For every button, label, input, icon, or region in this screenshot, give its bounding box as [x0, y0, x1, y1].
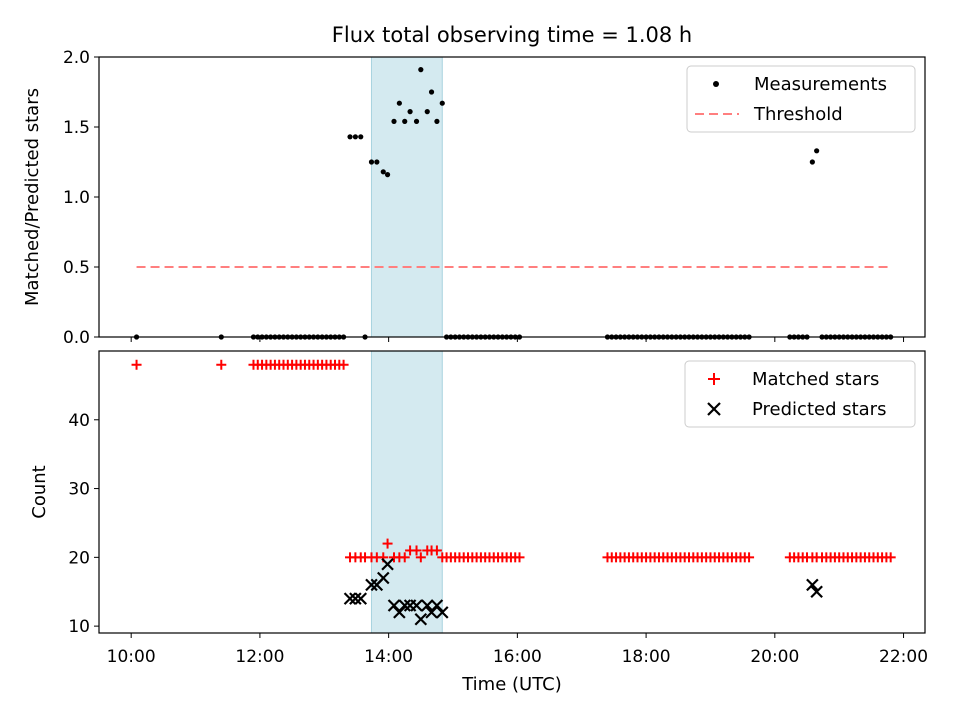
- measurement-point: [347, 134, 353, 140]
- bottom-x-ticks: 10:00 12:00 14:00 16:00 18:00 20:00 22:00: [107, 633, 928, 667]
- measurement-point: [439, 100, 445, 106]
- x-tick-label: 22:00: [879, 647, 928, 667]
- matched-star-marker: [382, 538, 393, 549]
- measurement-point: [384, 172, 391, 178]
- matched-star-marker: [744, 552, 755, 563]
- measurement-point: [352, 134, 358, 140]
- predicted-star-marker: [343, 592, 357, 605]
- matched-star-marker: [131, 359, 142, 370]
- predicted-star-marker: [365, 578, 378, 592]
- bottom-panel: 10 20 30 40 10:00 12:00 14:00 16:00 18:00 20:00 2…: [29, 350, 928, 695]
- y-tick-label: 0.0: [63, 328, 90, 348]
- y-tick-label: 40: [68, 411, 90, 431]
- predicted-star-marker: [349, 592, 362, 605]
- measurement-point: [413, 118, 420, 124]
- predicted-stars-legend-marker: [707, 402, 721, 416]
- predicted-star-marker: [435, 606, 449, 619]
- y-tick-label: 1.0: [63, 188, 90, 208]
- predicted-star-marker: [398, 599, 412, 612]
- measurement-point: [418, 67, 424, 73]
- x-tick-label: 16:00: [493, 647, 542, 667]
- y-tick-label: 30: [68, 480, 90, 500]
- y-tick-label: 0.5: [63, 258, 90, 278]
- predicted-star-marker: [410, 599, 423, 612]
- bottom-y-axis-label: Count: [29, 465, 50, 518]
- matched-stars-points: [131, 359, 896, 563]
- matched-star-marker: [415, 552, 426, 563]
- matched-stars-legend-label: Matched stars: [752, 369, 879, 390]
- top-panel: 0.0 0.5 1.0 1.5 2.0 Flux total observing tim…: [22, 23, 926, 348]
- bottom-highlight-span: [370, 350, 443, 634]
- predicted-star-marker: [381, 557, 394, 571]
- measurement-point: [428, 89, 435, 95]
- threshold-legend-label: Threshold: [753, 104, 843, 125]
- predicted-stars-legend-label: Predicted stars: [752, 399, 886, 420]
- matched-star-marker: [514, 552, 525, 563]
- measurement-point: [402, 118, 408, 124]
- x-tick-label: 10:00: [107, 647, 156, 667]
- bottom-axes-frame: [98, 350, 926, 634]
- matched-star-marker: [338, 359, 349, 370]
- measurement-point: [407, 109, 413, 115]
- x-axis-label: Time (UTC): [461, 674, 562, 695]
- measurement-point: [368, 159, 375, 165]
- predicted-star-marker: [810, 585, 823, 599]
- measurement-point: [434, 118, 440, 124]
- predicted-star-marker: [420, 599, 434, 612]
- predicted-star-marker: [354, 592, 368, 605]
- matched-star-marker: [399, 552, 410, 563]
- bottom-legend-box: [684, 360, 916, 428]
- top-y-axis-label: Matched/Predicted stars: [22, 88, 43, 306]
- x-tick-label: 20:00: [750, 647, 799, 667]
- x-tick-label: 18:00: [622, 647, 671, 667]
- measurement-point: [358, 134, 364, 140]
- measurement-point: [396, 100, 402, 106]
- top-y-ticks: 0.0 0.5 1.0 1.5 2.0: [63, 48, 99, 348]
- predicted-star-marker: [414, 612, 428, 626]
- measurements-legend-label: Measurements: [754, 74, 887, 95]
- matched-star-marker: [216, 359, 227, 370]
- top-axes-frame: [98, 56, 926, 338]
- measurement-point: [814, 148, 820, 154]
- x-tick-label: 14:00: [364, 647, 413, 667]
- y-tick-label: 10: [68, 617, 90, 637]
- x-tick-label: 12:00: [235, 647, 284, 667]
- measurements-legend-marker: [713, 81, 719, 87]
- matched-star-marker: [431, 545, 442, 556]
- bottom-y-ticks: 10 20 30 40: [68, 411, 99, 637]
- measurement-point: [374, 159, 380, 165]
- matched-star-marker: [885, 552, 896, 563]
- y-tick-label: 1.5: [63, 118, 90, 138]
- top-legend: Measurements Threshold: [686, 65, 916, 133]
- predicted-star-marker: [376, 571, 390, 585]
- predicted-star-marker: [806, 578, 819, 592]
- y-tick-label: 2.0: [63, 48, 90, 68]
- y-tick-label: 20: [68, 548, 90, 568]
- top-highlight-span: [370, 56, 443, 338]
- top-legend-box: [686, 65, 916, 133]
- measurement-point: [424, 109, 430, 115]
- bottom-legend: Matched stars Predicted stars: [684, 360, 916, 428]
- measurement-point: [809, 159, 815, 165]
- matched-stars-legend-marker: [708, 373, 720, 385]
- matched-star-marker: [411, 545, 422, 556]
- top-x-ticks: [130, 337, 905, 342]
- chart-title: Flux total observing time = 1.08 h: [332, 23, 692, 47]
- measurement-point: [380, 169, 386, 175]
- measurement-point: [391, 118, 397, 124]
- predicted-stars-points: [343, 557, 823, 626]
